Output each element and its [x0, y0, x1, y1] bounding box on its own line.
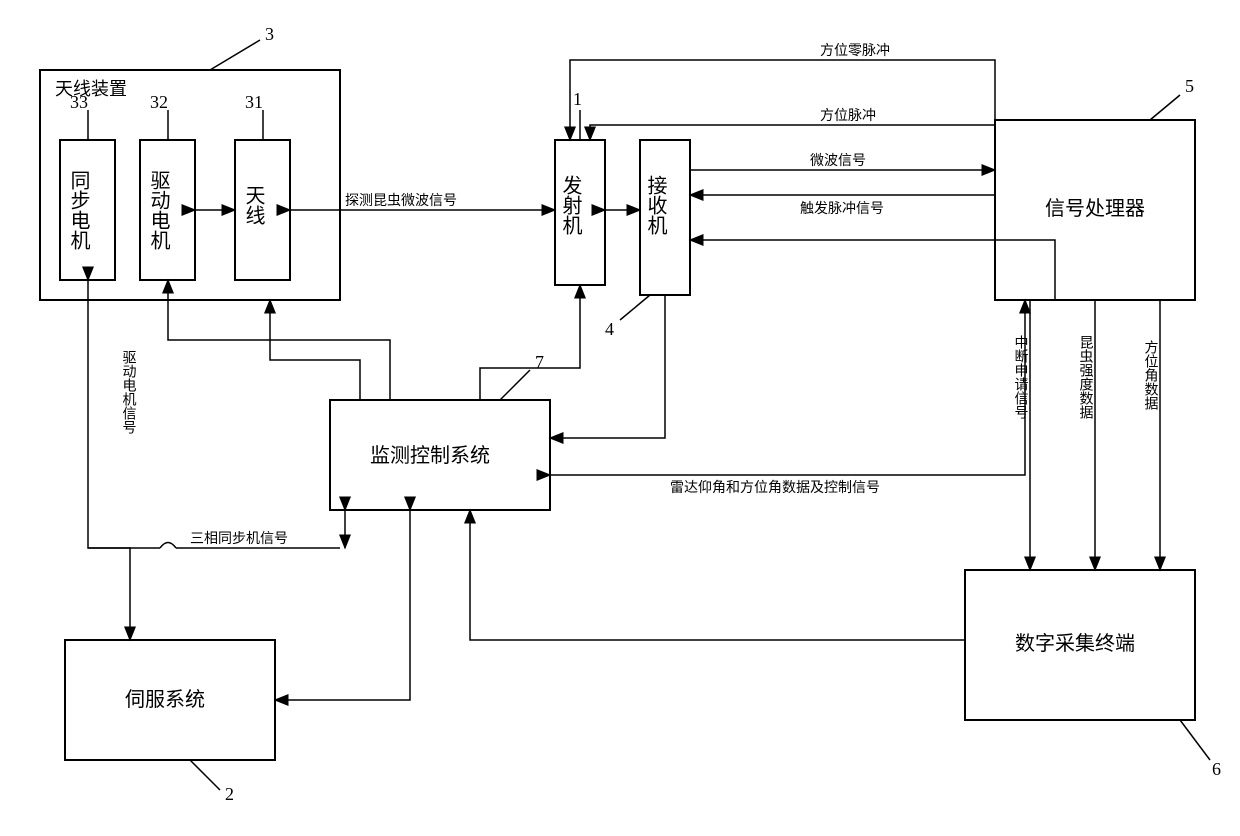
drive-motor-label: 驱动电机: [147, 170, 170, 250]
servo-label: 伺服系统: [125, 688, 205, 711]
edge-az-pulse: [590, 125, 995, 140]
leader-5: [1150, 95, 1180, 120]
receiver-label: 接收机: [644, 175, 667, 235]
edge-interrupt-label: 中断申请信号: [1013, 335, 1029, 419]
transmitter-label: 发射机: [559, 175, 582, 235]
num-1: 1: [573, 89, 582, 109]
monitor-label: 监测控制系统: [370, 444, 490, 467]
num-3: 3: [265, 24, 274, 44]
edge-az-pulse-label: 方位脉冲: [820, 108, 876, 124]
edge-detect-label: 探测昆虫微波信号: [345, 193, 457, 209]
num-32: 32: [150, 92, 168, 112]
sync-motor-label: 同步电机: [67, 170, 90, 250]
num-31: 31: [245, 92, 263, 112]
antenna-group-label: 天线装置: [55, 79, 127, 99]
terminal-label: 数字采集终端: [1015, 632, 1135, 655]
hop1: [160, 543, 176, 549]
edge-drive-sig-label: 驱动电机信号: [121, 350, 137, 434]
edge-radar-data-label: 雷达仰角和方位角数据及控制信号: [670, 480, 880, 496]
num-2: 2: [225, 784, 234, 804]
leader-3: [210, 40, 260, 70]
num-33: 33: [70, 92, 88, 112]
edge-az-data-label: 方位角数据: [1143, 340, 1159, 410]
edge-three-phase-label: 三相同步机信号: [190, 531, 288, 547]
antenna-label: 天线: [242, 185, 265, 225]
edge-microwave-label: 微波信号: [810, 153, 866, 169]
leader-7: [500, 370, 530, 400]
edge-trigger-label: 触发脉冲信号: [800, 201, 884, 217]
edge-intensity-label: 昆虫强度数据: [1078, 335, 1094, 419]
edge-az-zero-label: 方位零脉冲: [820, 43, 890, 59]
edge-mon-tx: [480, 285, 580, 400]
edge-term-mon: [470, 510, 965, 640]
leader-2: [190, 760, 220, 790]
edge-mon-servo: [275, 510, 410, 700]
num-6: 6: [1212, 759, 1221, 779]
edge-az-zero: [570, 60, 995, 140]
num-7: 7: [535, 352, 544, 372]
leader-6: [1180, 720, 1210, 760]
edge-three-phase: [88, 280, 130, 640]
signal-proc-label: 信号处理器: [1045, 197, 1145, 220]
edge-radar-data: [550, 300, 1025, 475]
leader-4: [620, 295, 650, 320]
num-5: 5: [1185, 76, 1194, 96]
num-4: 4: [605, 319, 614, 339]
block-diagram: 天线装置 3 同步电机 33 驱动电机 32 天线 31 发射机 1 接收机 4…: [0, 0, 1240, 836]
edge-rx-mon: [550, 295, 665, 438]
edge-mon-ant: [270, 300, 360, 400]
